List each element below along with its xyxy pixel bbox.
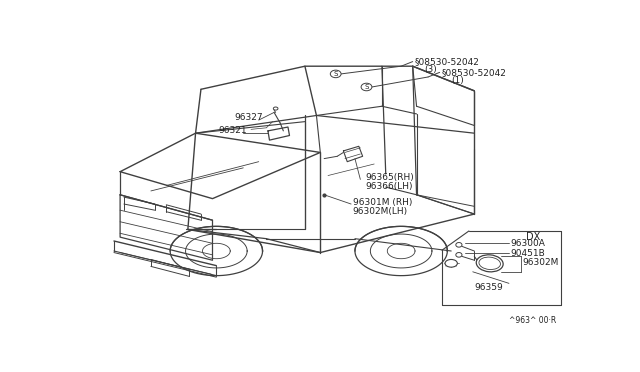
Ellipse shape [330, 70, 341, 78]
Text: (1): (1) [451, 76, 464, 84]
Text: DX: DX [526, 232, 540, 242]
Text: 96321: 96321 [219, 126, 247, 135]
Text: 96301M (RH): 96301M (RH) [353, 198, 412, 207]
Ellipse shape [445, 260, 458, 267]
Text: S: S [333, 71, 338, 77]
Text: §08530-52042: §08530-52042 [414, 57, 479, 66]
Text: 96302M(LH): 96302M(LH) [353, 207, 408, 216]
Text: 96365(RH): 96365(RH) [365, 173, 413, 182]
Text: 96359: 96359 [474, 283, 503, 292]
Text: (3): (3) [424, 65, 437, 74]
Text: 96300A: 96300A [511, 239, 545, 248]
Text: ^963^ 00·R: ^963^ 00·R [509, 316, 556, 325]
Ellipse shape [476, 255, 503, 272]
Text: 96327: 96327 [234, 113, 262, 122]
Text: 96302M: 96302M [522, 258, 559, 267]
Ellipse shape [361, 83, 372, 91]
Text: 90451B: 90451B [511, 249, 545, 258]
Text: S: S [364, 84, 369, 90]
Text: §08530-52042: §08530-52042 [441, 68, 506, 77]
Text: 96366(LH): 96366(LH) [365, 182, 412, 191]
